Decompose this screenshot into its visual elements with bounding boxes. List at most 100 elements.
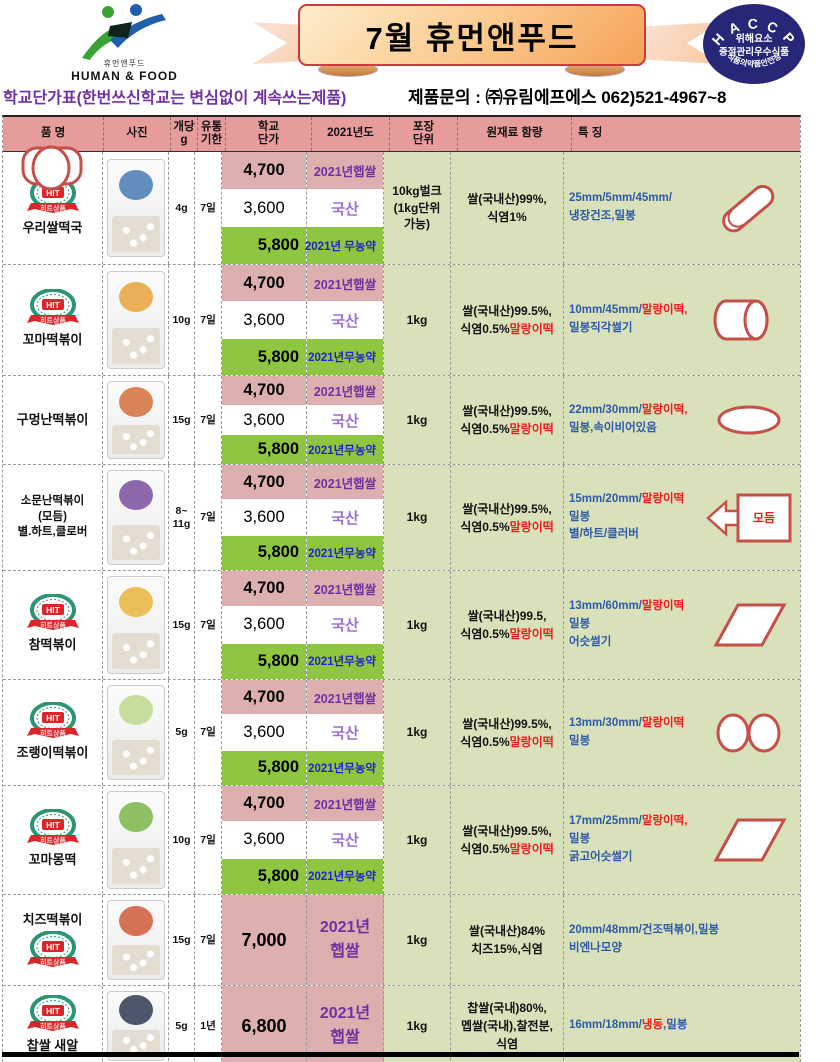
price-value: 5,800 (257, 347, 299, 366)
ingredients-line-segment: 멥쌀(국내),찰전분, (461, 1019, 553, 1033)
price-value: 5,800 (257, 758, 299, 777)
hit-badge-icon: HIT 히트상품 (25, 930, 81, 971)
ingredients-cell: 찹쌀(국내)80%, 멥쌀(국내),찰전분, 식염 (451, 986, 564, 1062)
features-line-segment: 말랑이떡 (641, 492, 685, 505)
product-name-cell: HIT 히트상품 조랭이떡볶이 (3, 680, 103, 785)
features-line-segment: ,밀봉 (663, 1019, 688, 1032)
features-text: 20mm/48mm/건조떡볶이,밀봉 비엔나모양 (569, 922, 798, 958)
photo-ricecakes (111, 425, 160, 454)
weight-per-piece: 5g (169, 680, 195, 785)
ingredients-text: 쌀(국내산)99.5%, 식염0.5%말랑이떡 (460, 822, 554, 858)
school-price-cell: 4,700 3,600 5,800 (222, 680, 307, 785)
svg-text:히트상품: 히트상품 (40, 621, 66, 630)
features-line: 10mm/45mm/말랑이떡, (569, 302, 702, 320)
ingredients-line-segment: 찹쌀(국내)80%, (467, 1001, 547, 1015)
product-photo (106, 685, 165, 780)
price-value: 4,700 (243, 687, 285, 706)
price-pink: 4,700 (222, 786, 306, 823)
ingredients-cell: 쌀(국내산)99.5%, 식염0.5%말랑이떡 (451, 265, 564, 375)
ingredients-line-segment: 쌀(국내산)84% (468, 924, 546, 938)
year-label: 국산 (331, 509, 359, 527)
year-label: 2021년 햅쌀 (319, 919, 371, 960)
year-grade-cell: 2021년햅쌀 국산 2021년 무농약 (305, 152, 384, 265)
price-value: 6,800 (241, 1015, 287, 1036)
subtitle-row: 학교단가표(한번쓰신학교는 변심없이 계속쓰는제품) 제품문의 : ㈜유림에프에… (0, 82, 840, 108)
ingredients-line: 멥쌀(국내),찰전분, (461, 1017, 553, 1035)
year-label: 국산 (331, 617, 359, 635)
year-label-white: 국산 (307, 405, 383, 436)
price-value: 3,600 (243, 507, 285, 526)
svg-text:HIT: HIT (46, 605, 61, 615)
photo-accent-blob (118, 695, 153, 726)
table-row: 치즈떡볶이 HIT 히트상품 15g 7일 7,000 2021년 햅쌀 1kg 쌀(국내산)8… (3, 146, 800, 986)
company-logo: 휴먼앤푸드 HUMAN & FOOD (22, 4, 227, 83)
features-cell: 15mm/20mm/말랑이떡 밀봉 별/하트/클러버 모듬 (564, 465, 800, 570)
ingredients-text: 쌀(국내산)99%, 식염1% (467, 190, 547, 226)
price-green: 5,800 (222, 750, 306, 785)
features-line: 25mm/5mm/45mm/ (569, 190, 702, 208)
tilted-disc-icon (702, 176, 798, 240)
photo-accent-blob (118, 994, 153, 1025)
product-photo (106, 991, 165, 1061)
pack-unit: 1kg (406, 1018, 428, 1033)
features-line-segment: 말랑이떡, (641, 815, 688, 828)
photo-ricecakes (111, 215, 160, 252)
year-label-pink: 2021년햅쌀 (307, 465, 383, 501)
ingredients-line-segment: 말랑이떡 (509, 422, 554, 436)
price-value: 3,600 (243, 830, 285, 849)
shelf-life: 7일 (195, 680, 222, 785)
features-line-segment: 16mm/18mm/ (569, 1019, 642, 1032)
year-label-pink: 2021년햅쌀 (307, 376, 383, 406)
shelf-life: 7일 (195, 895, 222, 985)
features-line-segment: 22mm/30mm/ (569, 404, 642, 417)
ingredients-line: 쌀(국내산)99%, (467, 190, 547, 208)
features-line: 16mm/18mm/냉동,밀봉 (569, 1017, 798, 1035)
hit-badge-icon: HIT 히트상품 (25, 289, 81, 329)
features-text: 22mm/30mm/말랑이떡, 밀봉,속이비어있음 (569, 402, 702, 438)
pack-unit-cell: 10kg벌크 (1kg단위 가능) (384, 152, 451, 264)
price-value: 4,700 (243, 472, 285, 491)
hit-badge-icon: HIT 히트상품 (25, 594, 81, 634)
product-name: 참떡볶이 (28, 637, 77, 653)
price-white: 3,600 (222, 302, 306, 339)
features-line-segment: 25mm/5mm/45mm/ (569, 192, 672, 205)
column-header-features: 특 징 (578, 127, 603, 140)
shelf-life: 7일 (195, 571, 222, 679)
year-grade-cell: 2021년햅쌀 국산 2021년무농약 (307, 465, 384, 570)
features-line: 냉장건조,밀봉 (569, 208, 702, 226)
product-photo-cell (103, 465, 169, 570)
year-label-white: 국산 (307, 607, 383, 644)
year-label: 2021년햅쌀 (313, 164, 377, 179)
features-text: 15mm/20mm/말랑이떡 밀봉 별/하트/클러버 (569, 491, 702, 544)
photo-accent-blob (118, 801, 153, 832)
pack-unit: 1kg (406, 510, 428, 525)
year-label: 국산 (331, 312, 359, 330)
features-cell: 22mm/30mm/말랑이떡, 밀봉,속이비어있음 (564, 376, 800, 464)
ingredients-line-segment: 식염0.5% (460, 519, 510, 534)
pack-unit: 10kg벌크 (1kg단위 가능) (392, 183, 442, 232)
school-price-cell: 4,700 3,600 5,800 (222, 465, 307, 570)
ingredients-line-segment: 식염0.5% (460, 842, 510, 856)
contact-info: 제품문의 : ㈜유림에프에스 062)521-4967~8 (408, 88, 727, 107)
ingredients-line-segment: 식염0.5% (460, 422, 510, 436)
features-cell: 16mm/18mm/냉동,밀봉 (31, 145, 800, 1062)
features-line: 밀봉 (569, 616, 702, 634)
price-value: 5,800 (257, 651, 299, 670)
photo-accent-blob (118, 386, 153, 417)
features-text: 10mm/45mm/말랑이떡, 밀봉직각썰기 (569, 302, 702, 338)
features-line: 22mm/30mm/말랑이떡, (569, 402, 702, 420)
features-line-segment: 밀봉 (569, 618, 591, 631)
shelf-life: 7일 (195, 786, 222, 894)
shelf-life: 7일 (195, 265, 222, 375)
year-grade-cell: 2021년 햅쌀 (307, 895, 384, 985)
photo-ricecakes (111, 945, 160, 975)
price-white: 3,600 (222, 405, 306, 436)
price-pink: 4,700 (222, 265, 306, 302)
human-and-food-logo-icon (81, 4, 166, 60)
svg-text:히트상품: 히트상품 (40, 957, 66, 966)
year-label: 국산 (331, 412, 359, 430)
photo-accent-blob (118, 586, 153, 617)
features-cell: 17mm/25mm/말랑이떡, 밀봉 굵고어슷썰기 (564, 786, 800, 894)
weight-per-piece: 15g (169, 376, 195, 464)
